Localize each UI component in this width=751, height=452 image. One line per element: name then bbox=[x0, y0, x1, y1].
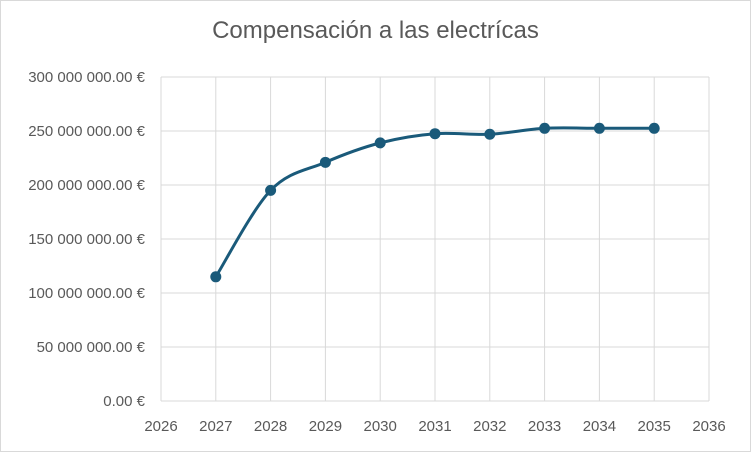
x-tick-label: 2036 bbox=[692, 418, 725, 435]
grid-lines bbox=[160, 76, 710, 402]
data-point bbox=[484, 128, 496, 140]
x-tick-label: 2030 bbox=[364, 418, 397, 435]
x-tick-label: 2034 bbox=[583, 418, 616, 435]
y-tick-label: 200 000 000.00 € bbox=[28, 177, 145, 194]
x-tick-label: 2033 bbox=[528, 418, 561, 435]
x-tick-label: 2027 bbox=[199, 418, 232, 435]
x-tick-label: 2029 bbox=[309, 418, 342, 435]
data-point bbox=[265, 184, 277, 196]
x-tick-label: 2031 bbox=[418, 418, 451, 435]
y-tick-label: 50 000 000.00 € bbox=[37, 339, 146, 356]
data-point bbox=[539, 122, 551, 134]
chart-title: Compensación a las electrícas bbox=[212, 17, 539, 44]
x-tick-label: 2032 bbox=[473, 418, 506, 435]
y-tick-label: 300 000 000.00 € bbox=[28, 69, 145, 86]
y-tick-label: 250 000 000.00 € bbox=[28, 123, 145, 140]
x-axis-ticks: 2026 2027 2028 2029 2030 2031 2032 2033 2034 2035… bbox=[144, 418, 725, 435]
series-group bbox=[210, 122, 660, 283]
y-axis-ticks: 0.00 € 50 000 000.00 € 100 000 000.00 € 150… bbox=[28, 69, 145, 410]
x-tick-label: 2026 bbox=[144, 418, 177, 435]
data-point bbox=[648, 122, 660, 134]
y-tick-label: 100 000 000.00 € bbox=[28, 285, 145, 302]
y-tick-label: 0.00 € bbox=[103, 393, 145, 410]
data-point bbox=[319, 156, 331, 168]
data-point bbox=[429, 128, 441, 140]
data-point bbox=[593, 122, 605, 134]
data-point bbox=[374, 137, 386, 149]
x-tick-label: 2035 bbox=[638, 418, 671, 435]
data-point bbox=[210, 271, 222, 283]
y-tick-label: 150 000 000.00 € bbox=[28, 231, 145, 248]
x-tick-label: 2028 bbox=[254, 418, 287, 435]
